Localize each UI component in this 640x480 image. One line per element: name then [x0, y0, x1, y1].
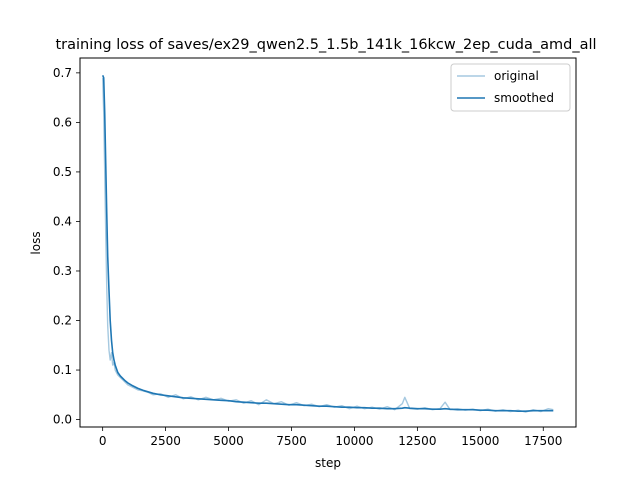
x-tick-label: 17500	[524, 434, 562, 448]
x-tick-label: 5000	[213, 434, 244, 448]
legend: original smoothed	[450, 63, 571, 112]
y-tick-label: 0.1	[53, 363, 72, 377]
x-tick-label: 15000	[461, 434, 499, 448]
x-axis-label: step	[315, 456, 341, 470]
chart-title: training loss of saves/ex29_qwen2.5_1.5b…	[55, 37, 596, 53]
x-axis: 0 2500 5000 7500 10000 12500 15000 17500	[99, 427, 562, 448]
x-tick-label: 12500	[398, 434, 436, 448]
y-tick-label: 0.4	[53, 214, 72, 228]
x-tick-label: 2500	[150, 434, 181, 448]
y-tick-label: 0.3	[53, 264, 72, 278]
legend-label-smoothed: smoothed	[494, 91, 554, 105]
legend-label-original: original	[494, 69, 539, 83]
y-tick-label: 0.0	[53, 413, 72, 427]
plot-area	[79, 57, 577, 428]
plot-frame	[79, 57, 577, 428]
x-tick-label: 0	[99, 434, 107, 448]
y-axis: 0.0 0.1 0.2 0.3 0.4 0.5 0.6 0.7	[53, 66, 80, 427]
y-tick-label: 0.2	[53, 314, 72, 328]
y-tick-label: 0.5	[53, 165, 72, 179]
series-line-smoothed	[101, 75, 554, 412]
y-tick-label: 0.6	[53, 115, 72, 129]
x-tick-label: 10000	[335, 434, 373, 448]
x-tick-label: 7500	[276, 434, 307, 448]
y-axis-label: loss	[29, 231, 43, 254]
series-layer	[101, 75, 554, 413]
y-tick-label: 0.7	[53, 66, 72, 80]
